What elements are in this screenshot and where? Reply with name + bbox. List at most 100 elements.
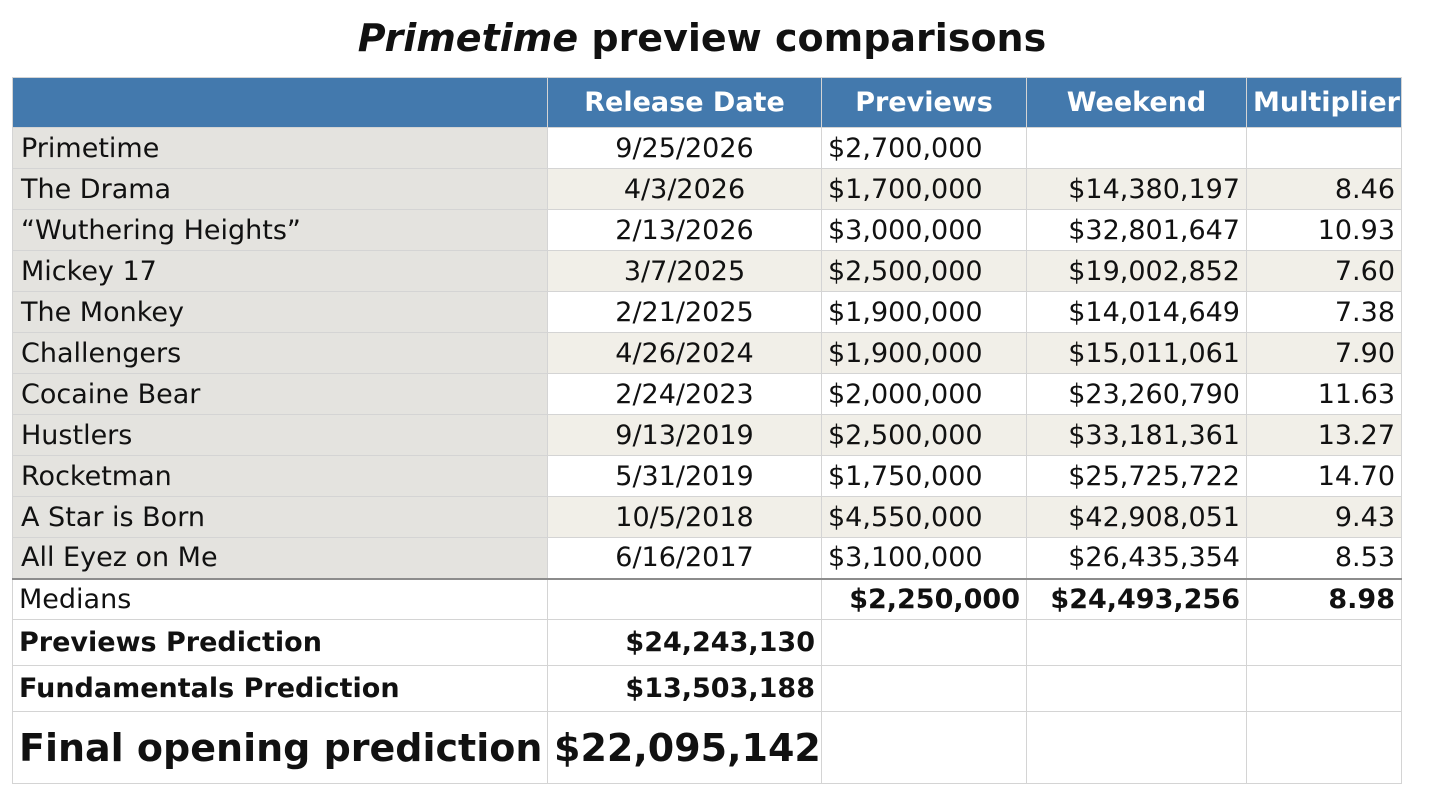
multiplier-cell: 7.90 <box>1246 332 1402 374</box>
multiplier-cell: 8.53 <box>1246 537 1402 579</box>
previews-cell: $3,100,000 <box>821 537 1027 579</box>
table-row: All Eyez on Me 6/16/2017 $3,100,000 $26,435… <box>12 537 1402 579</box>
previews-cell: $1,750,000 <box>821 455 1027 497</box>
weekend-cell: $25,725,722 <box>1026 455 1247 497</box>
weekend-cell: $33,181,361 <box>1026 414 1247 456</box>
header-film <box>12 77 548 128</box>
previews-cell: $2,500,000 <box>821 250 1027 292</box>
empty-cell <box>821 711 1027 784</box>
medians-release-date <box>547 577 822 620</box>
table-row: A Star is Born 10/5/2018 $4,550,000 $42,908… <box>12 496 1402 538</box>
weekend-cell <box>1026 127 1247 169</box>
weekend-cell: $15,011,061 <box>1026 332 1247 374</box>
release-date-cell: 5/31/2019 <box>547 455 822 497</box>
release-date-cell: 2/13/2026 <box>547 209 822 251</box>
film-name-cell: All Eyez on Me <box>12 537 548 579</box>
film-name-cell: Hustlers <box>12 414 548 456</box>
table-row: “Wuthering Heights” 2/13/2026 $3,000,000 $3… <box>12 209 1402 251</box>
multiplier-cell: 7.38 <box>1246 291 1402 333</box>
film-name-cell: Challengers <box>12 332 548 374</box>
medians-row: Medians $2,250,000 $24,493,256 8.98 <box>12 577 1402 620</box>
medians-previews: $2,250,000 <box>821 577 1027 620</box>
film-rows: Primetime 9/25/2026 $2,700,000 The Drama 4/3… <box>12 127 1402 579</box>
empty-cell <box>821 619 1027 666</box>
film-name-cell: Primetime <box>12 127 548 169</box>
header-weekend: Weekend <box>1026 77 1247 128</box>
weekend-cell: $14,380,197 <box>1026 168 1247 210</box>
fundamentals-prediction-row: Fundamentals Prediction $13,503,188 <box>12 665 1402 712</box>
table-row: Primetime 9/25/2026 $2,700,000 <box>12 127 1402 169</box>
medians-multiplier: 8.98 <box>1246 577 1402 620</box>
previews-cell: $1,900,000 <box>821 332 1027 374</box>
film-name-cell: Mickey 17 <box>12 250 548 292</box>
title-rest: preview comparisons <box>578 16 1047 60</box>
final-prediction-row: Final opening prediction $22,095,142 <box>12 711 1402 784</box>
previews-cell: $3,000,000 <box>821 209 1027 251</box>
previews-prediction-value: $24,243,130 <box>547 619 822 666</box>
weekend-cell: $23,260,790 <box>1026 373 1247 415</box>
weekend-cell: $32,801,647 <box>1026 209 1247 251</box>
header-multiplier: Multiplier <box>1246 77 1402 128</box>
page-title: Primetime preview comparisons <box>0 14 1404 62</box>
final-prediction-value: $22,095,142 <box>547 711 822 784</box>
empty-cell <box>1026 619 1247 666</box>
fundamentals-prediction-value: $13,503,188 <box>547 665 822 712</box>
table-row: Mickey 17 3/7/2025 $2,500,000 $19,002,852 7.… <box>12 250 1402 292</box>
release-date-cell: 4/26/2024 <box>547 332 822 374</box>
empty-cell <box>1246 711 1402 784</box>
film-name-cell: “Wuthering Heights” <box>12 209 548 251</box>
previews-cell: $2,000,000 <box>821 373 1027 415</box>
empty-cell <box>1246 665 1402 712</box>
medians-weekend: $24,493,256 <box>1026 577 1247 620</box>
previews-prediction-label: Previews Prediction <box>12 619 548 666</box>
release-date-cell: 9/25/2026 <box>547 127 822 169</box>
multiplier-cell: 7.60 <box>1246 250 1402 292</box>
final-prediction-label: Final opening prediction <box>12 711 548 784</box>
weekend-cell: $42,908,051 <box>1026 496 1247 538</box>
release-date-cell: 10/5/2018 <box>547 496 822 538</box>
header-release-date: Release Date <box>547 77 822 128</box>
release-date-cell: 6/16/2017 <box>547 537 822 579</box>
previews-prediction-row: Previews Prediction $24,243,130 <box>12 619 1402 666</box>
previews-cell: $1,700,000 <box>821 168 1027 210</box>
film-name-cell: The Monkey <box>12 291 548 333</box>
previews-cell: $4,550,000 <box>821 496 1027 538</box>
release-date-cell: 2/24/2023 <box>547 373 822 415</box>
film-name-cell: Rocketman <box>12 455 548 497</box>
multiplier-cell: 9.43 <box>1246 496 1402 538</box>
previews-cell: $2,500,000 <box>821 414 1027 456</box>
header-row: Release Date Previews Weekend Multiplier <box>12 77 1402 128</box>
film-name-cell: A Star is Born <box>12 496 548 538</box>
multiplier-cell: 11.63 <box>1246 373 1402 415</box>
empty-cell <box>1026 665 1247 712</box>
weekend-cell: $14,014,649 <box>1026 291 1247 333</box>
table-row: Cocaine Bear 2/24/2023 $2,000,000 $23,260,7… <box>12 373 1402 415</box>
weekend-cell: $26,435,354 <box>1026 537 1247 579</box>
film-name-cell: Cocaine Bear <box>12 373 548 415</box>
medians-label: Medians <box>12 577 548 620</box>
previews-cell: $1,900,000 <box>821 291 1027 333</box>
table-row: The Monkey 2/21/2025 $1,900,000 $14,014,649… <box>12 291 1402 333</box>
weekend-cell: $19,002,852 <box>1026 250 1247 292</box>
multiplier-cell: 13.27 <box>1246 414 1402 456</box>
empty-cell <box>1026 711 1247 784</box>
release-date-cell: 3/7/2025 <box>547 250 822 292</box>
previews-cell: $2,700,000 <box>821 127 1027 169</box>
title-film-name: Primetime <box>357 16 579 60</box>
header-previews: Previews <box>821 77 1027 128</box>
multiplier-cell <box>1246 127 1402 169</box>
multiplier-cell: 14.70 <box>1246 455 1402 497</box>
table-row: Rocketman 5/31/2019 $1,750,000 $25,725,722 1… <box>12 455 1402 497</box>
empty-cell <box>1246 619 1402 666</box>
release-date-cell: 9/13/2019 <box>547 414 822 456</box>
multiplier-cell: 10.93 <box>1246 209 1402 251</box>
empty-cell <box>821 665 1027 712</box>
release-date-cell: 2/21/2025 <box>547 291 822 333</box>
fundamentals-prediction-label: Fundamentals Prediction <box>12 665 548 712</box>
multiplier-cell: 8.46 <box>1246 168 1402 210</box>
release-date-cell: 4/3/2026 <box>547 168 822 210</box>
film-name-cell: The Drama <box>12 168 548 210</box>
table-row: Challengers 4/26/2024 $1,900,000 $15,011,06… <box>12 332 1402 374</box>
comparison-table: Release Date Previews Weekend Multiplier… <box>12 77 1402 784</box>
table-row: Hustlers 9/13/2019 $2,500,000 $33,181,361 13… <box>12 414 1402 456</box>
